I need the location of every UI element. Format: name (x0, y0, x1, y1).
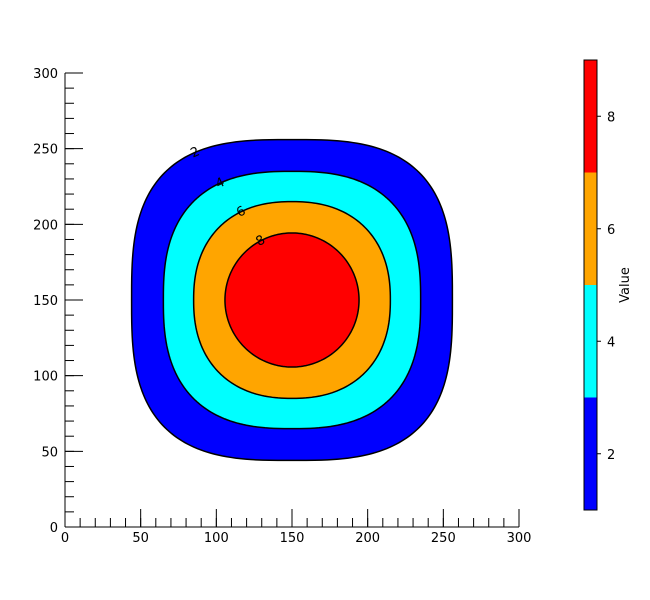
y-tick-label: 100 (33, 370, 58, 385)
x-tick-label: 100 (204, 531, 229, 546)
y-tick-label: 200 (33, 218, 58, 233)
x-tick-label: 150 (280, 531, 305, 546)
colorbar-label: Value (618, 267, 633, 303)
contour-region (224, 232, 360, 368)
y-tick-label: 250 (33, 143, 58, 158)
colorbar-band (584, 397, 597, 510)
colorbar-tick-label: 2 (607, 448, 615, 463)
y-tick-label: 0 (50, 521, 58, 536)
y-tick-label: 50 (41, 445, 58, 460)
x-tick-label: 50 (132, 531, 149, 546)
y-tick-label: 150 (33, 294, 58, 309)
y-tick-label: 300 (33, 67, 58, 82)
colorbar-band (584, 285, 597, 398)
x-tick-label: 250 (431, 531, 456, 546)
colorbar-band (584, 60, 597, 173)
colorbar-tick-label: 8 (607, 110, 615, 125)
x-tick-label: 0 (61, 531, 69, 546)
colorbar-frame (583, 59, 598, 511)
colorbar-tick-label: 4 (607, 335, 615, 350)
colorbar-tick-label: 6 (607, 223, 615, 238)
colorbar-band (584, 172, 597, 285)
x-tick-label: 300 (507, 531, 532, 546)
x-tick-label: 200 (355, 531, 380, 546)
